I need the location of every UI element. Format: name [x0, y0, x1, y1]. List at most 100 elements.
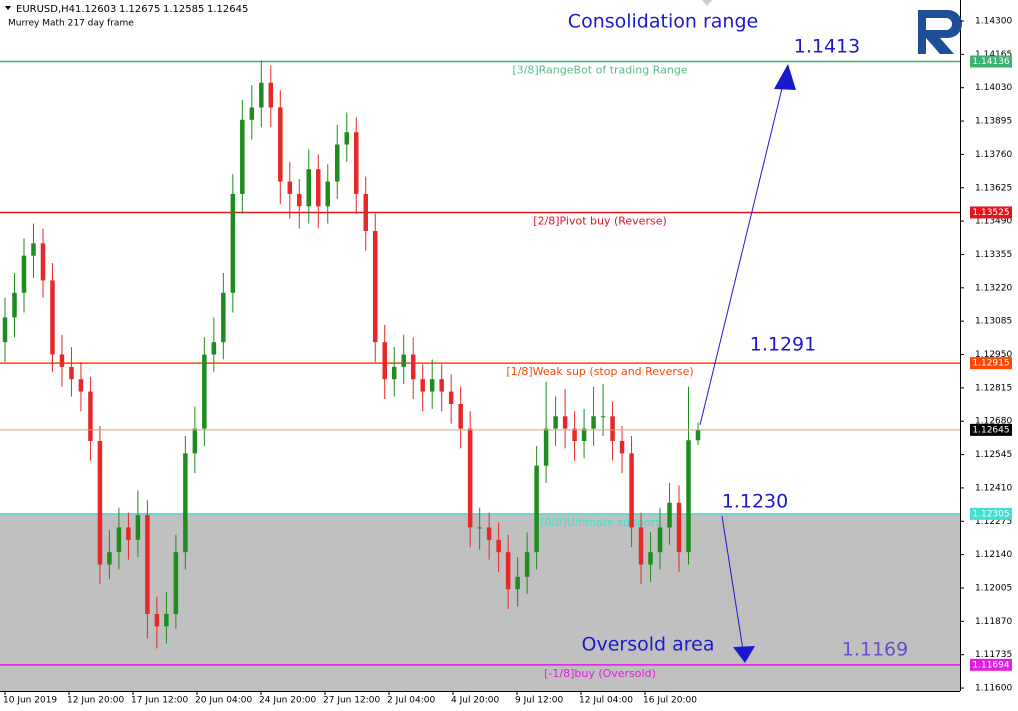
candle-body — [316, 169, 321, 207]
y-tick-label: 1.11600 — [975, 684, 1012, 694]
candle-body — [695, 429, 701, 441]
candle-body — [401, 354, 406, 367]
annotation: Oversold area — [582, 634, 715, 656]
candle-body — [145, 515, 150, 614]
ohlc-open: 1.12603 — [75, 4, 116, 15]
candle-body — [543, 428, 549, 466]
candle-body — [638, 527, 644, 565]
candle-body — [467, 428, 473, 528]
y-tick-label: 1.12410 — [975, 483, 1012, 493]
level-price-label: 1.13525 — [972, 208, 1009, 218]
y-tick-label: 1.12140 — [975, 550, 1012, 560]
candle-body — [50, 280, 55, 355]
candle-body — [572, 428, 577, 441]
x-tick-label: 4 Jul 20:00 — [451, 696, 500, 706]
candle-body — [429, 379, 435, 392]
candle-body — [477, 527, 482, 529]
y-tick-label: 1.12815 — [975, 383, 1012, 393]
candle-body — [534, 465, 539, 553]
arrows: Consolidation range 1.1413 1.1291 1.1230 Ove… — [568, 11, 908, 663]
candle-body — [335, 144, 340, 182]
annotation: 1.1413 — [794, 36, 860, 58]
candle-body — [2, 317, 8, 343]
level-price-label: 1.11694 — [972, 660, 1009, 670]
x-tick-label: 12 Jun 20:00 — [67, 696, 124, 706]
y-tick-label: 1.13625 — [975, 183, 1012, 193]
x-tick-label: 10 Jun 2019 — [3, 696, 57, 706]
arrow-down-line — [721, 515, 744, 651]
candle-body — [135, 515, 141, 540]
y-tick-label: 1.12950 — [975, 350, 1012, 360]
current-price-box — [970, 423, 1012, 436]
candle-body — [619, 440, 625, 454]
candle-body — [107, 552, 112, 565]
level-price-box — [970, 658, 1012, 671]
candle-body — [249, 107, 255, 120]
y-tick-label: 1.11870 — [975, 617, 1012, 627]
candle-body — [240, 119, 245, 194]
y-tick-label: 1.12275 — [975, 517, 1012, 527]
y-tick-label: 1.13220 — [975, 283, 1012, 293]
candle-body — [259, 82, 264, 108]
candle-body — [439, 379, 444, 392]
candle-body — [268, 82, 274, 108]
candle-body — [297, 193, 302, 207]
candle-body — [410, 354, 416, 380]
x-tick-label: 16 Jul 20:00 — [643, 696, 697, 706]
candle-body — [306, 169, 312, 207]
x-tick-label: 27 Jun 12:00 — [323, 696, 380, 706]
candle-body — [78, 379, 84, 392]
candle-body — [581, 428, 587, 441]
plot-area: [3/8]RangeBot of trading Range [2/8]Pivot… — [0, 60, 960, 691]
level-label: [1/8]Weak sup (stop and Reverse) — [506, 365, 693, 378]
level-price-label: 1.12915 — [972, 359, 1009, 369]
y-tick-label: 1.13490 — [975, 217, 1012, 227]
y-tick-label: 1.13085 — [975, 317, 1012, 327]
candle-body — [553, 416, 558, 429]
logo — [918, 10, 962, 54]
candle-body — [221, 292, 226, 343]
candle-body — [372, 230, 378, 343]
y-tick-label: 1.13895 — [975, 117, 1012, 127]
candle-body — [686, 440, 691, 553]
level-label: [2/8]Pivot buy (Reverse) — [533, 214, 667, 227]
candle-body — [496, 539, 501, 553]
candle-body — [600, 416, 606, 418]
level-price-label: 1.14136 — [972, 57, 1009, 67]
indicator-name: Murrey Math 217 day frame — [8, 19, 134, 29]
annotation: 1.1291 — [750, 334, 816, 356]
candle-body — [391, 366, 397, 380]
candle-body — [353, 132, 359, 194]
y-tick-label: 1.13355 — [975, 250, 1012, 260]
candle-body — [88, 391, 93, 441]
level-price-box — [970, 206, 1012, 219]
candle-body — [648, 552, 653, 565]
candle-body — [192, 428, 198, 454]
logo-mark — [918, 10, 962, 54]
level-label: [0/8]Ultimate support — [540, 516, 660, 529]
candle-body — [154, 613, 160, 627]
candle-body — [458, 403, 463, 429]
candle-body — [183, 453, 188, 553]
candle-body — [667, 502, 672, 528]
candle-body — [230, 193, 236, 293]
candle-body — [202, 354, 207, 429]
y-tick-label: 1.14030 — [975, 83, 1012, 93]
candle-body — [211, 342, 217, 355]
candle-body — [59, 354, 65, 367]
level-price-box — [970, 357, 1012, 370]
candle-body — [21, 255, 27, 293]
candle-body — [657, 527, 663, 553]
level-price-label: 1.12305 — [972, 509, 1009, 519]
candle-body — [515, 576, 520, 590]
candle-body — [278, 107, 283, 182]
y-tick-label: 1.12545 — [975, 450, 1012, 460]
candle-body — [629, 453, 634, 528]
symbol: EURUSD,H4 — [16, 4, 75, 15]
arrow-up-head — [774, 64, 796, 90]
scroll-marker — [702, 0, 712, 6]
candle-body — [562, 416, 568, 429]
candle-body — [676, 502, 682, 553]
y-tick-label: 1.12680 — [975, 417, 1012, 427]
